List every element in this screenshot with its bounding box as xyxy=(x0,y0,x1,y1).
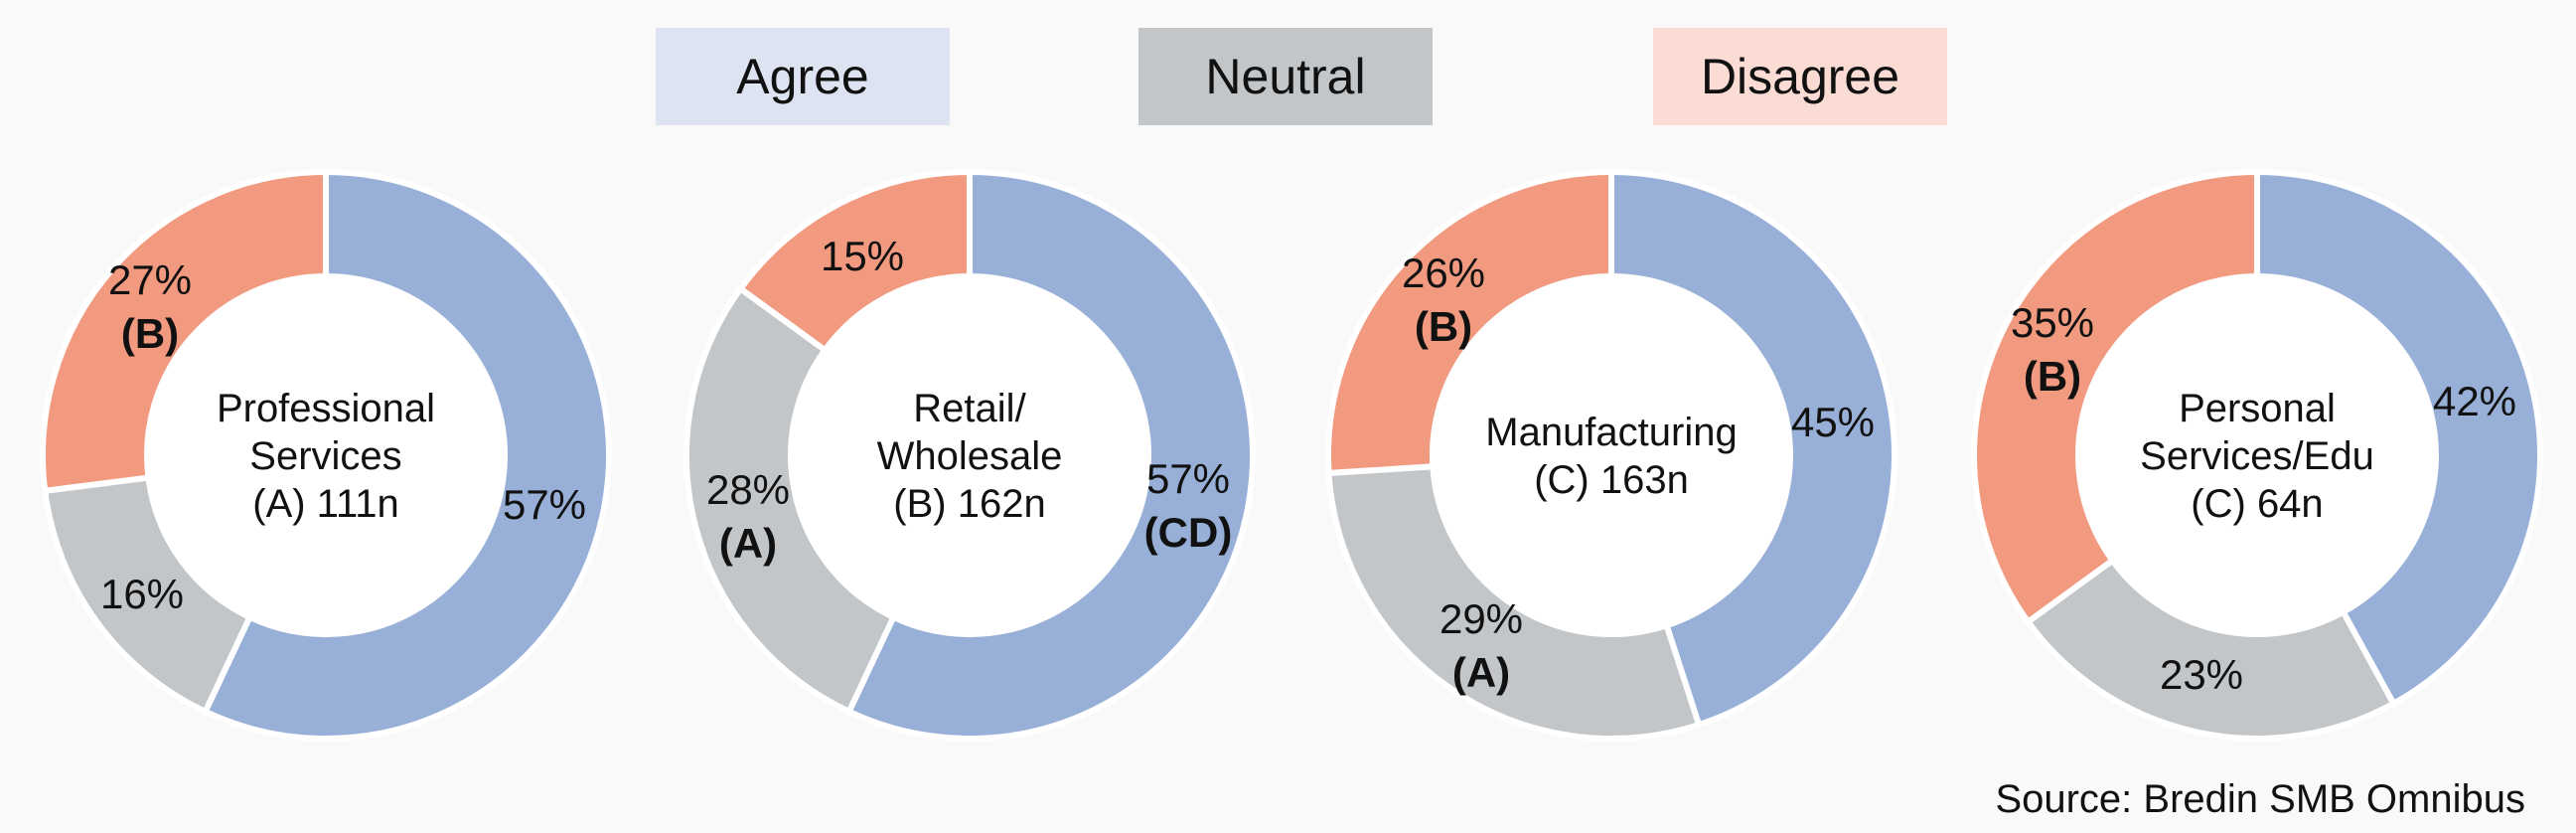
data-label-agree: 57% xyxy=(1146,455,1230,502)
donut-hole xyxy=(793,278,1146,632)
legend-label-disagree: Disagree xyxy=(1701,49,1899,104)
center-label-line: Services xyxy=(249,434,401,478)
center-label-line: (A) 111n xyxy=(252,482,398,526)
center-label-line: (B) 162n xyxy=(893,482,1045,526)
data-label-neutral: 23% xyxy=(2160,651,2243,698)
donut-slice-agree xyxy=(2254,168,2543,708)
significance-label-disagree: (B) xyxy=(2024,353,2081,400)
center-label-line: (C) 163n xyxy=(1534,458,1689,502)
donut-slice-neutral xyxy=(2024,556,2398,742)
center-label-line: (C) 64n xyxy=(2191,482,2323,526)
center-label-line: Professional xyxy=(217,387,435,430)
center-label-line: Personal xyxy=(2179,387,2336,430)
legend-swatch-neutral xyxy=(1138,28,1433,125)
data-label-neutral: 29% xyxy=(1440,595,1523,642)
donut-hole xyxy=(149,278,503,632)
legend-label-agree: Agree xyxy=(736,49,868,104)
data-label-disagree: 15% xyxy=(821,233,904,279)
data-label-disagree: 35% xyxy=(2011,299,2094,346)
legend-item-agree: Agree xyxy=(656,28,950,125)
data-label-agree: 45% xyxy=(1791,399,1875,445)
donut-hole xyxy=(2080,278,2434,632)
donut-slice-agree xyxy=(201,168,612,742)
center-label-line: Services/Edu xyxy=(2140,434,2374,478)
donut-chart-2: Retail/Wholesale(B) 162n 57% (CD) 28% (A) 15% xyxy=(683,168,1256,742)
legend-swatch-disagree xyxy=(1653,28,1947,125)
data-label-disagree: 26% xyxy=(1402,250,1485,296)
donut-slice-disagree xyxy=(736,168,973,355)
donut-chart-3: Manufacturing(C) 163n 45% 29% (A) 26% (B) xyxy=(1325,168,1897,742)
center-label-line: Retail/ xyxy=(913,387,1026,430)
donut-slice-disagree xyxy=(1971,168,2260,626)
donut-slice-neutral xyxy=(1325,463,1703,742)
data-label-agree: 42% xyxy=(2433,378,2516,424)
donut-slice-agree xyxy=(1608,168,1897,729)
donut-slice-neutral xyxy=(683,284,898,716)
donut-slice-disagree xyxy=(1325,168,1614,477)
significance-label-agree: (CD) xyxy=(1144,509,1233,556)
significance-label-neutral: (A) xyxy=(1452,649,1510,696)
data-label-neutral: 28% xyxy=(706,466,790,513)
legend-label-neutral: Neutral xyxy=(1205,49,1365,104)
donut-slice-agree xyxy=(844,168,1256,742)
source-note: Source: Bredin SMB Omnibus xyxy=(1995,777,2525,821)
data-label-neutral: 16% xyxy=(100,571,184,617)
donut-slice-disagree xyxy=(40,168,329,495)
center-label-line: Wholesale xyxy=(877,434,1063,478)
legend-item-neutral: Neutral xyxy=(1138,28,1433,125)
legend-item-disagree: Disagree xyxy=(1653,28,1947,125)
data-label-disagree: 27% xyxy=(108,256,192,303)
donut-hole xyxy=(1435,278,1788,632)
significance-label-neutral: (A) xyxy=(719,520,777,567)
significance-label-disagree: (B) xyxy=(1415,303,1472,350)
data-label-agree: 57% xyxy=(503,481,586,528)
legend-swatch-agree xyxy=(656,28,950,125)
significance-label-disagree: (B) xyxy=(121,310,179,357)
center-label-line: Manufacturing xyxy=(1485,411,1737,454)
